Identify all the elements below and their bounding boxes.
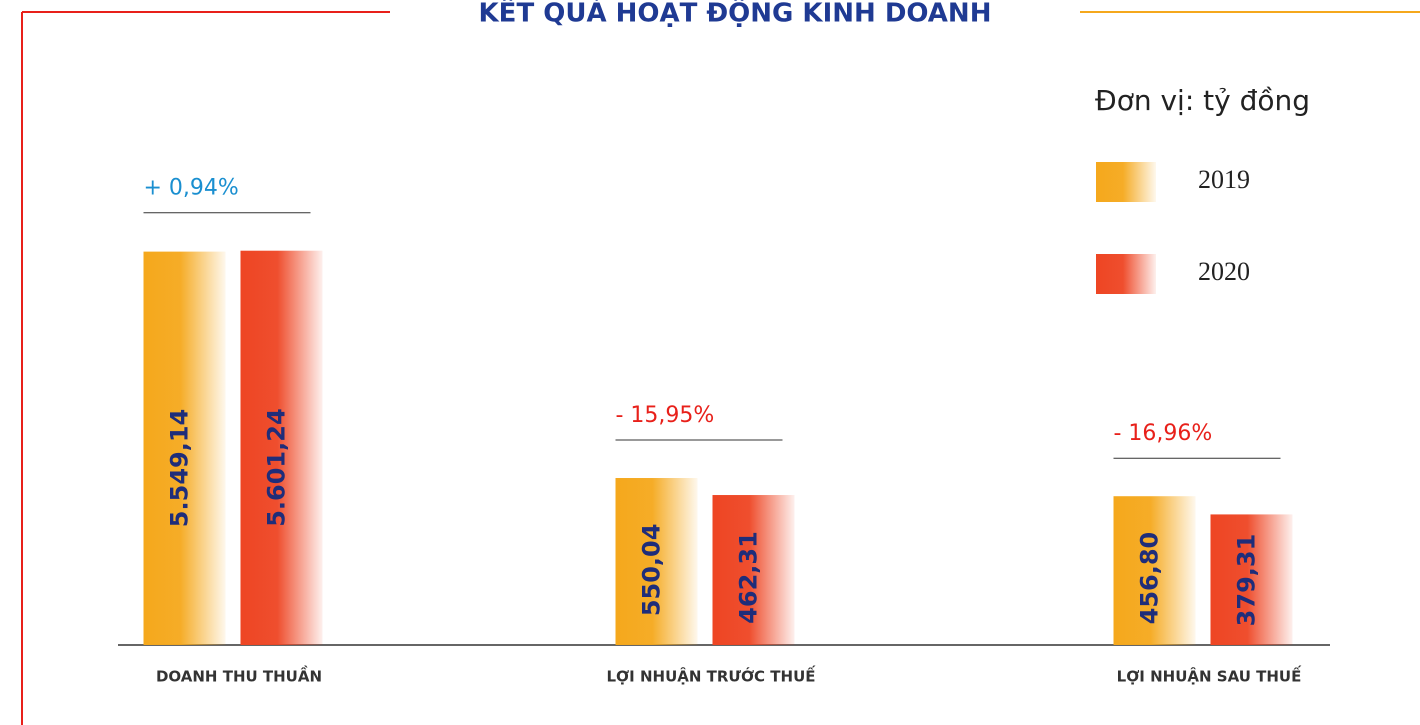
value-label: 379,31	[1233, 534, 1261, 627]
annotation: + 0,94%	[144, 176, 239, 201]
value-label: 462,31	[735, 531, 763, 624]
value-label: 5.601,24	[263, 408, 291, 526]
legend-swatch	[1096, 162, 1156, 202]
annotation: - 16,96%	[1114, 421, 1213, 446]
legend-label: 2020	[1198, 257, 1250, 286]
bar	[143, 251, 226, 646]
x-tick-label: LỢI NHUẬN TRƯỚC THUẾ	[607, 665, 817, 686]
x-tick-label: DOANH THU THUẦN	[156, 665, 322, 686]
bar	[240, 250, 323, 646]
x-tick-label: LỢI NHUẬN SAU THUẾ	[1117, 665, 1302, 686]
value-label: 5.549,14	[166, 409, 194, 527]
bar	[1113, 496, 1196, 645]
bar	[615, 478, 698, 645]
bar	[1210, 514, 1293, 645]
value-label: 456,80	[1136, 532, 1164, 625]
unit-label: Đơn vị: tỷ đồng	[1095, 84, 1310, 117]
chart-title: KẾT QUẢ HOẠT ĐỘNG KINH DOANH	[479, 0, 992, 29]
value-label: 550,04	[638, 524, 666, 617]
legend-swatch	[1096, 254, 1156, 294]
legend-label: 2019	[1198, 165, 1250, 194]
bar	[712, 495, 795, 645]
annotation: - 15,95%	[616, 403, 715, 428]
